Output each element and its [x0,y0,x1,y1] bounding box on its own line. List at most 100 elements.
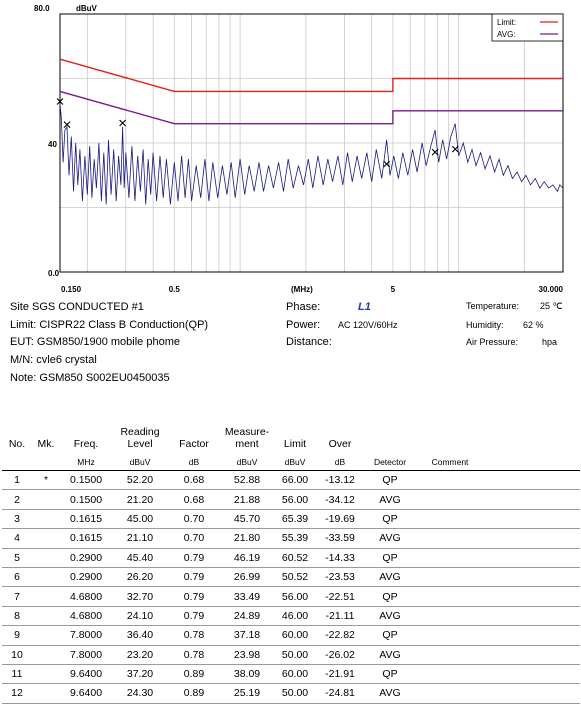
unit-cell [32,454,60,471]
cell-comment [416,606,484,627]
limit-info: Limit: CISPR22 Class B Conduction(QP) [10,319,209,331]
unit-cell: dB [316,454,364,471]
air-pressure-label: Air Pressure: [466,337,519,347]
col-header-mk: Mk. [37,438,55,450]
cell-reading: 32.70 [112,586,168,607]
cell-no: 8 [2,606,32,627]
phase-label: Phase: [286,301,321,313]
cell-no: 7 [2,586,32,607]
cell-factor: 0.68 [168,489,220,510]
cell-detector: AVG [364,645,416,665]
cell-measurement: 37.18 [220,625,274,646]
cell-reading: 23.20 [112,645,168,665]
cell-mk [32,625,60,646]
col-header-over: Over [328,438,352,450]
note-info: Note: GSM850 S002EU0450035 [10,372,170,384]
table-row: 8 4.6800 24.10 0.79 24.89 46.00 -21.11 AVG [2,606,580,627]
cell-no: 11 [2,664,32,685]
cell-factor: 0.79 [168,586,220,607]
cell-measurement: 26.99 [220,567,274,588]
cell-over: -33.59 [316,528,364,549]
unit-cell: MHz [60,454,112,471]
cell-no: 9 [2,625,32,646]
cell-measurement: 45.70 [220,509,274,530]
cell-limit: 50.52 [274,567,316,588]
cell-over: -19.69 [316,509,364,530]
power-value: AC 120V/60Hz [338,320,398,330]
cell-measurement: 38.09 [220,664,274,685]
results-table: No. Mk. Freq. Reading Level Factor Measu… [2,426,580,704]
cell-detector: AVG [364,567,416,588]
col-header-factor: Factor [179,438,209,450]
x-tick-label: 0.150 [61,285,82,294]
x-tick-label: 5 [391,285,396,294]
cell-no: 12 [2,683,32,704]
cell-detector: QP [364,548,416,568]
table-row: 10 7.8000 23.20 0.78 23.98 50.00 -26.02 AVG [2,645,580,665]
cell-freq: 9.6400 [60,664,112,685]
cell-freq: 0.1615 [60,509,112,530]
table-row: 4 0.1615 21.10 0.70 21.80 55.39 -33.59 AVG [2,528,580,549]
mn-info: M/N: cvle6 crystal [10,354,97,366]
cell-mk [32,683,60,704]
table-row: 3 0.1615 45.00 0.70 45.70 65.39 -19.69 QP [2,509,580,530]
cell-mk: * [32,470,60,491]
cell-factor: 0.68 [168,470,220,491]
table-row: 2 0.1500 21.20 0.68 21.88 56.00 -34.12 AVG [2,489,580,510]
cell-limit: 46.00 [274,606,316,627]
cell-over: -26.02 [316,645,364,665]
cell-mk [32,548,60,568]
cell-reading: 26.20 [112,567,168,588]
unit-cell: Comment [416,454,484,471]
cell-comment [416,625,484,646]
table-header-row: No. Mk. Freq. Reading Level Factor Measu… [2,426,580,454]
cell-mk [32,528,60,549]
cell-mk [32,664,60,685]
col-header-measurement: Measure- ment [224,426,270,450]
cell-measurement: 46.19 [220,548,274,568]
cell-comment [416,567,484,588]
cell-mk [32,567,60,588]
unit-cell: dB [168,454,220,471]
temperature-label: Temperature: [466,301,520,311]
cell-over: -21.11 [316,606,364,627]
cell-mk [32,645,60,665]
unit-cell [2,454,32,471]
legend-label-avg: AVG: [497,30,516,39]
cell-reading: 52.20 [112,470,168,491]
unit-cell: dBuV [220,454,274,471]
cell-comment [416,645,484,665]
cell-over: -13.12 [316,470,364,491]
cell-reading: 45.00 [112,509,168,530]
cell-mk [32,586,60,607]
peak-marker [383,160,391,168]
cell-freq: 7.8000 [60,645,112,665]
cell-over: -22.82 [316,625,364,646]
unit-cell: Detector [364,454,416,471]
cell-detector: QP [364,664,416,685]
cell-comment [416,586,484,607]
cell-limit: 50.00 [274,683,316,704]
cell-reading: 24.10 [112,606,168,627]
cell-no: 1 [2,470,32,491]
cell-freq: 7.8000 [60,625,112,646]
cell-detector: AVG [364,528,416,549]
cell-over: -23.53 [316,567,364,588]
col-header-freq: Freq. [73,438,99,450]
cell-freq: 0.2900 [60,548,112,568]
peak-marker [63,121,71,129]
air-pressure-value: hpa [542,337,558,347]
col-header-detector [364,426,416,454]
table-body: 1 * 0.1500 52.20 0.68 52.88 66.00 -13.12 QP 2 0.15… [2,470,580,704]
cell-no: 3 [2,509,32,530]
cell-reading: 37.20 [112,664,168,685]
cell-over: -14.33 [316,548,364,568]
cell-comment [416,509,484,530]
x-tick-labels: 0.150 0.5 5 30.000 [61,285,564,294]
col-header-no: No. [8,438,26,450]
phase-value: L1 [358,301,371,313]
peak-marker [431,148,439,156]
emission-chart: 80.0 dBuV 40 0.0 (MHz) 0.150 0.5 5 30.000 L… [0,0,581,300]
table-units-row: MHz dBuV dB dBuV dBuV dB Detector Commen… [2,454,580,471]
cell-factor: 0.79 [168,548,220,568]
